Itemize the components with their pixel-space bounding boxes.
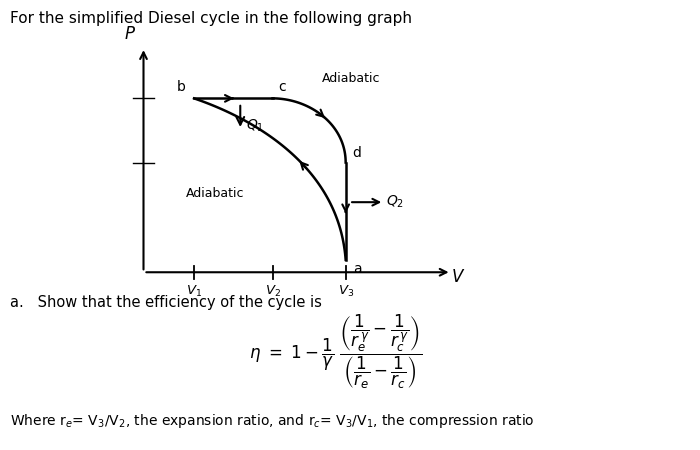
Text: Adiabatic: Adiabatic: [186, 187, 244, 200]
Text: Where r$_e$= V$_3$/V$_2$, the expansion ratio, and r$_c$= V$_3$/V$_1$, the compr: Where r$_e$= V$_3$/V$_2$, the expansion …: [10, 412, 535, 430]
Text: c: c: [278, 80, 286, 94]
Text: $\eta\ =\ 1 - \dfrac{1}{\gamma}\ \dfrac{\left(\dfrac{1}{r_e^{\,\gamma}} - \dfrac: $\eta\ =\ 1 - \dfrac{1}{\gamma}\ \dfrac{…: [249, 313, 423, 392]
Text: b: b: [177, 80, 186, 94]
Text: $Q_2$: $Q_2$: [386, 194, 405, 211]
Text: For the simplified Diesel cycle in the following graph: For the simplified Diesel cycle in the f…: [10, 11, 412, 26]
Text: $V_1$: $V_1$: [186, 284, 202, 299]
Text: $V$: $V$: [452, 268, 466, 286]
Text: a.   Show that the efficiency of the cycle is: a. Show that the efficiency of the cycle…: [10, 295, 323, 310]
Text: $V_2$: $V_2$: [265, 284, 281, 299]
Text: a: a: [353, 262, 361, 276]
Text: d: d: [353, 146, 361, 160]
Text: $Q_1$: $Q_1$: [246, 117, 264, 134]
Text: Adiabatic: Adiabatic: [321, 72, 380, 85]
Text: $P$: $P$: [123, 25, 136, 43]
Text: $V_3$: $V_3$: [337, 284, 354, 299]
